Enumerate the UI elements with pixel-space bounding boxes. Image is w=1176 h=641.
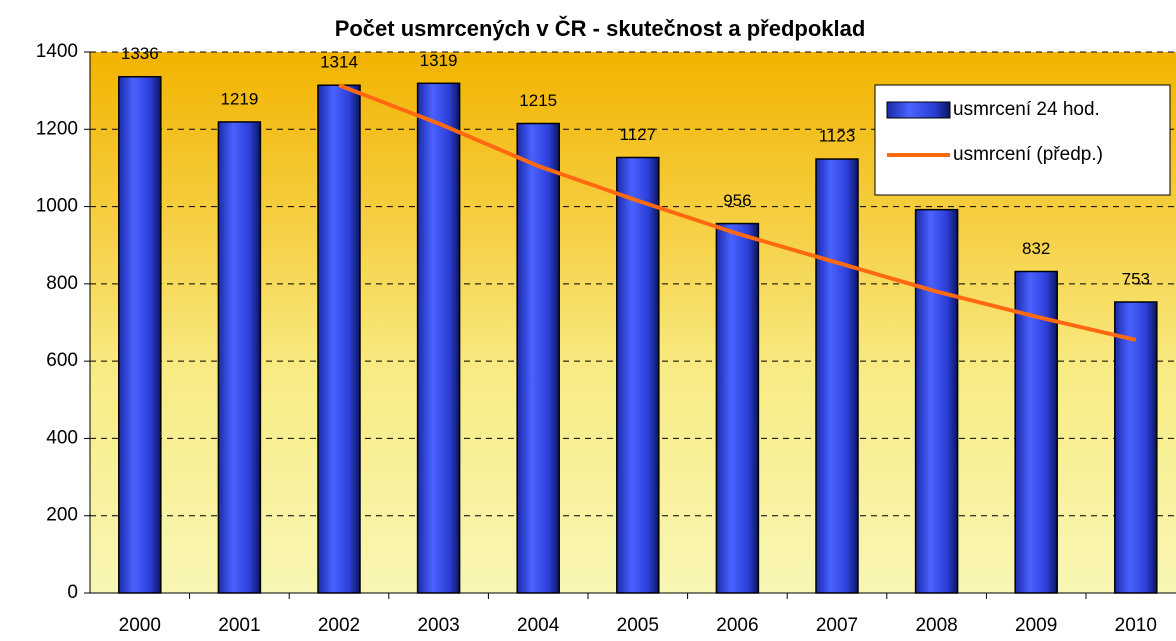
data-label: 1123: [819, 127, 856, 146]
y-tick-label: 800: [46, 273, 78, 294]
y-tick-label: 1200: [36, 118, 78, 139]
bar: [914, 208, 959, 594]
x-tick-label: 2005: [617, 615, 659, 636]
bar: [217, 121, 262, 594]
data-label: 1314: [320, 53, 358, 72]
bar: [317, 84, 361, 594]
bar: [815, 158, 859, 594]
data-label: 1319: [420, 51, 458, 70]
x-tick-label: 2010: [1115, 615, 1157, 636]
bar: [616, 156, 660, 594]
legend-label: usmrcení 24 hod.: [953, 99, 1100, 120]
data-label: 832: [1022, 239, 1050, 258]
line: [338, 83, 1137, 342]
x-tick-label: 2000: [119, 615, 161, 636]
x-tick-label: 2008: [915, 615, 957, 636]
y-tick-label: 1000: [36, 196, 78, 217]
data-label: 1127: [620, 125, 657, 144]
data-label: 956: [723, 191, 751, 210]
y-tick-label: 400: [46, 427, 78, 448]
y-tick-label: 600: [46, 350, 78, 371]
x-tick-label: 2002: [318, 615, 360, 636]
y-tick-label: 200: [46, 505, 78, 526]
bar: [416, 82, 461, 594]
legend-label: usmrcení (předp.): [953, 144, 1103, 165]
x-tick-label: 2009: [1015, 615, 1057, 636]
data-label: 753: [1122, 270, 1150, 289]
legend-swatch: [886, 101, 951, 119]
bar: [1014, 270, 1058, 594]
bar: [715, 222, 760, 594]
data-label: 1336: [121, 44, 159, 63]
bar: [118, 75, 162, 594]
x-tick-label: 2007: [816, 615, 858, 636]
chart-title: Počet usmrcených v ČR - skutečnost a pře…: [335, 16, 866, 41]
bar: [1114, 301, 1158, 594]
x-tick-label: 2003: [417, 615, 459, 636]
x-tick-label: 2006: [716, 615, 758, 636]
x-tick-label: 2001: [218, 615, 260, 636]
x-tick-label: 2004: [517, 615, 560, 636]
data-label: 1215: [519, 91, 557, 110]
y-tick-label: 0: [67, 582, 78, 603]
y-tick-label: 1400: [36, 41, 78, 62]
data-label: 1219: [220, 89, 258, 108]
bar: [516, 122, 560, 594]
